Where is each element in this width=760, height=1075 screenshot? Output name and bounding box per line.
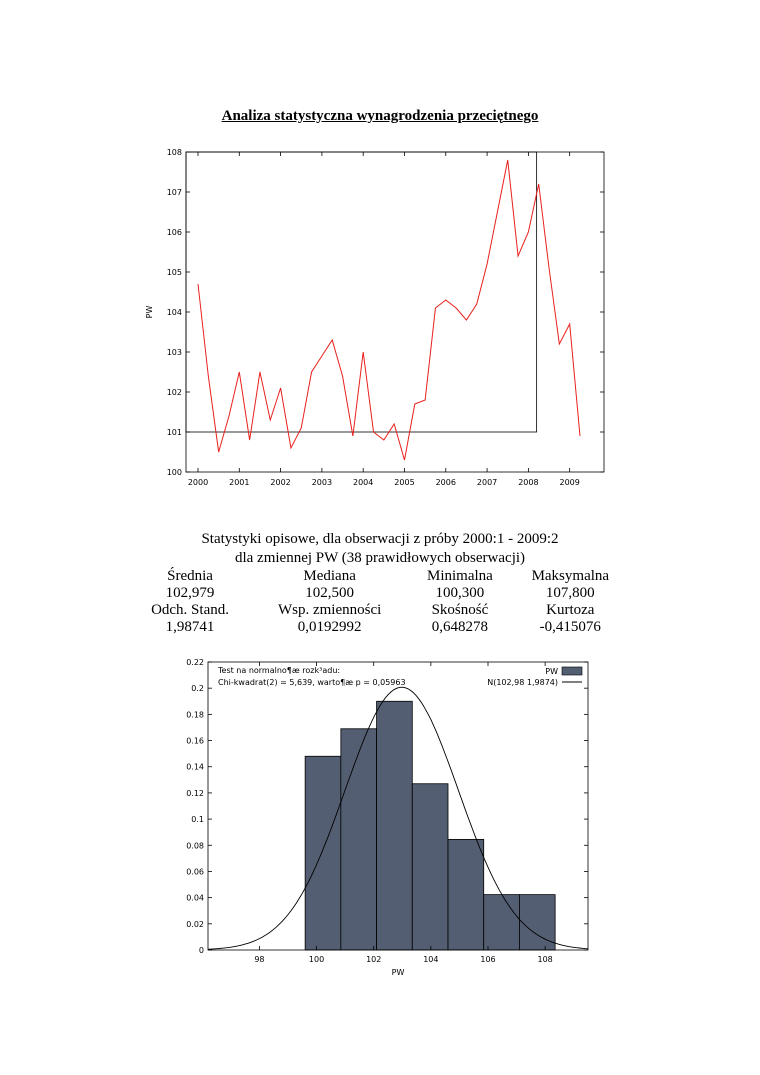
y-tick-label: 105	[167, 268, 182, 277]
x-tick-label: 98	[254, 955, 264, 964]
stats-cell: Mediana	[303, 568, 356, 584]
histogram-bar	[483, 894, 520, 951]
legend-swatch-pw	[561, 666, 583, 676]
y-tick-label: 101	[167, 428, 182, 437]
stats-row-labels-2: Odch. Stand. Wsp. zmienności Skośność Ku…	[130, 602, 630, 619]
stats-cell: -0,415076	[539, 619, 601, 635]
x-tick-label: 102	[366, 955, 381, 964]
series-line-pw	[197, 159, 581, 461]
stats-cell: 102,979	[165, 585, 215, 601]
time-series-chart: 100 101 102 103 104 105 106 107 108 2000 2001 2002 2…	[145, 148, 605, 487]
histogram-bar	[447, 838, 485, 951]
x-tick-label: 2007	[477, 478, 497, 487]
test-annotation-line-1: Test na normalno¶æ rozk³adu:	[217, 666, 340, 675]
x-tick-label: 2006	[436, 478, 456, 487]
stats-row-values-2: 1,98741 0,0192992 0,648278 -0,415076	[130, 619, 630, 636]
page-title: Analiza statystyczna wynagrodzenia przec…	[221, 108, 539, 124]
stats-cell: Skośność	[431, 602, 489, 618]
y-tick-label: 0.06	[186, 867, 204, 876]
stats-cell: 0,648278	[431, 619, 489, 635]
histogram-bar	[304, 755, 342, 951]
x-tick-label: 104	[423, 955, 438, 964]
histogram-chart: 0 0.02 0.04 0.06 0.08 0.1 0.12 0.14 0.16 0.18 0.2 0…	[186, 658, 589, 977]
y-tick-label: 103	[167, 348, 182, 357]
legend-label-normal: N(102,98 1,9874)	[487, 678, 558, 687]
y-tick-label: 108	[167, 148, 182, 157]
stats-row-values-1: 102,979 102,500 100,300 107,800	[130, 585, 630, 602]
y-tick-label: 102	[167, 388, 182, 397]
y-tick-label: 0.04	[186, 894, 204, 903]
y-tick-label: 0.14	[186, 763, 204, 772]
test-annotation-line-2: Chi-kwadrat(2) = 5,639, warto¶æ p = 0,05…	[218, 678, 406, 687]
stats-cell: Średnia	[167, 568, 213, 584]
stats-cell: Kurtoza	[546, 602, 595, 618]
y-tick-label: 0.2	[191, 684, 204, 693]
plot-frame	[207, 661, 589, 951]
plot-frame	[185, 151, 605, 473]
stats-header-line-1: Statystyki opisowe, dla obserwacji z pró…	[201, 531, 559, 547]
x-tick-label: 100	[309, 955, 324, 964]
y-tick-label: 0.1	[191, 815, 204, 824]
stats-cell: Wsp. zmienności	[277, 602, 382, 618]
histogram-bar	[340, 728, 377, 951]
x-tick-label: 106	[480, 955, 495, 964]
y-tick-label: 106	[167, 228, 182, 237]
stats-cell: Minimalna	[426, 568, 493, 584]
stats-cell: 102,500	[305, 585, 354, 601]
inner-box	[185, 151, 538, 433]
stats-cell: 107,800	[545, 585, 595, 601]
x-tick-label: 2000	[188, 478, 208, 487]
y-tick-label: 0.22	[186, 658, 204, 667]
descriptive-statistics: Statystyki opisowe, dla obserwacji z pró…	[0, 530, 760, 636]
legend-label-pw: PW	[545, 667, 558, 676]
x-tick-label: 2005	[394, 478, 414, 487]
x-tick-label: 2008	[518, 478, 538, 487]
stats-cell: 1,98741	[165, 619, 215, 635]
y-tick-label: 100	[167, 468, 182, 477]
y-tick-label: 0	[199, 946, 204, 955]
normal-curve	[207, 686, 589, 950]
y-tick-label: 0.12	[186, 789, 204, 798]
y-tick-label: 0.08	[186, 841, 204, 850]
x-tick-label: 2002	[270, 478, 290, 487]
stats-header-line-2: dla zmiennej PW (38 prawidłowych obserwa…	[234, 550, 526, 566]
stats-cell: Odch. Stand.	[151, 602, 229, 618]
histogram-bar	[376, 700, 413, 951]
x-tick-label: 2003	[312, 478, 332, 487]
x-tick-label: 2009	[559, 478, 579, 487]
y-tick-label: 0.16	[186, 737, 204, 746]
stats-table: Średnia Mediana Minimalna Maksymalna 102…	[130, 568, 630, 636]
x-tick-label: 108	[538, 955, 553, 964]
stats-cell: 100,300	[435, 585, 485, 601]
x-tick-label: 2001	[229, 478, 249, 487]
y-tick-label: 0.02	[186, 920, 204, 929]
histogram-bar	[411, 783, 449, 951]
y-axis-label: PW	[145, 306, 154, 319]
stats-cell: 0,0192992	[297, 619, 362, 635]
x-tick-label: 2004	[353, 478, 373, 487]
y-tick-label: 107	[167, 188, 182, 197]
y-tick-label: 104	[167, 308, 182, 317]
stats-row-labels-1: Średnia Mediana Minimalna Maksymalna	[130, 568, 630, 585]
y-tick-label: 0.18	[186, 710, 204, 719]
x-axis-label: PW	[392, 968, 405, 977]
stats-cell: Maksymalna	[531, 568, 610, 584]
